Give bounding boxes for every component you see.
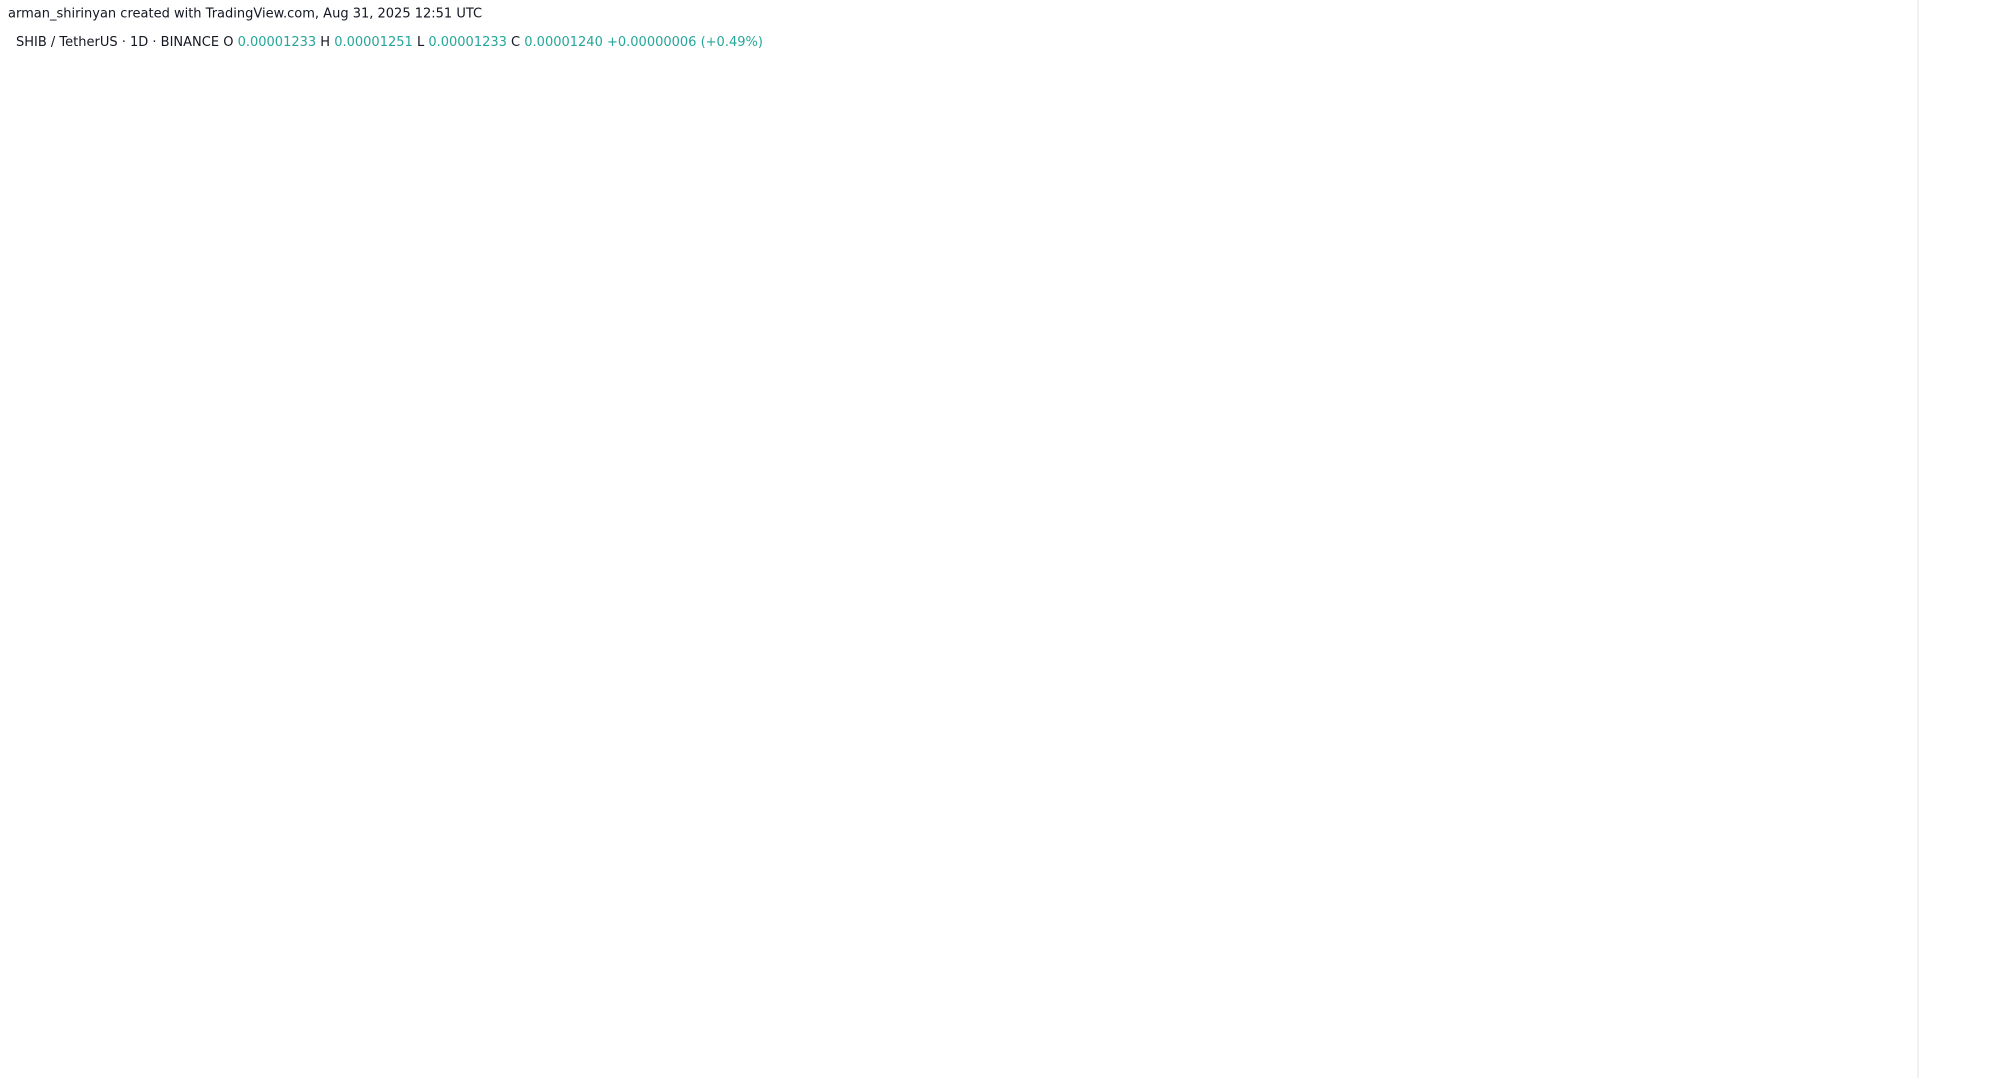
ohlc-key: L bbox=[417, 35, 425, 50]
ohlc-value: 0.00001251 bbox=[334, 35, 413, 50]
ohlc-value: 0.00001233 bbox=[238, 35, 317, 50]
ohlc-value: 0.00001233 bbox=[428, 35, 507, 50]
change: +0.00000006 (+0.49%) bbox=[607, 35, 763, 50]
symbol: SHIB / TetherUS · 1D · BINANCE bbox=[16, 35, 219, 50]
ohlc-key: H bbox=[320, 35, 330, 50]
ohlc-key: C bbox=[511, 35, 520, 50]
header: arman_shirinyan created with TradingView… bbox=[8, 7, 482, 22]
ohlc-value: 0.00001240 bbox=[524, 35, 603, 50]
ohlc-key: O bbox=[223, 35, 233, 50]
symbol-legend: SHIB / TetherUS · 1D · BINANCE O 0.00001… bbox=[16, 35, 763, 50]
